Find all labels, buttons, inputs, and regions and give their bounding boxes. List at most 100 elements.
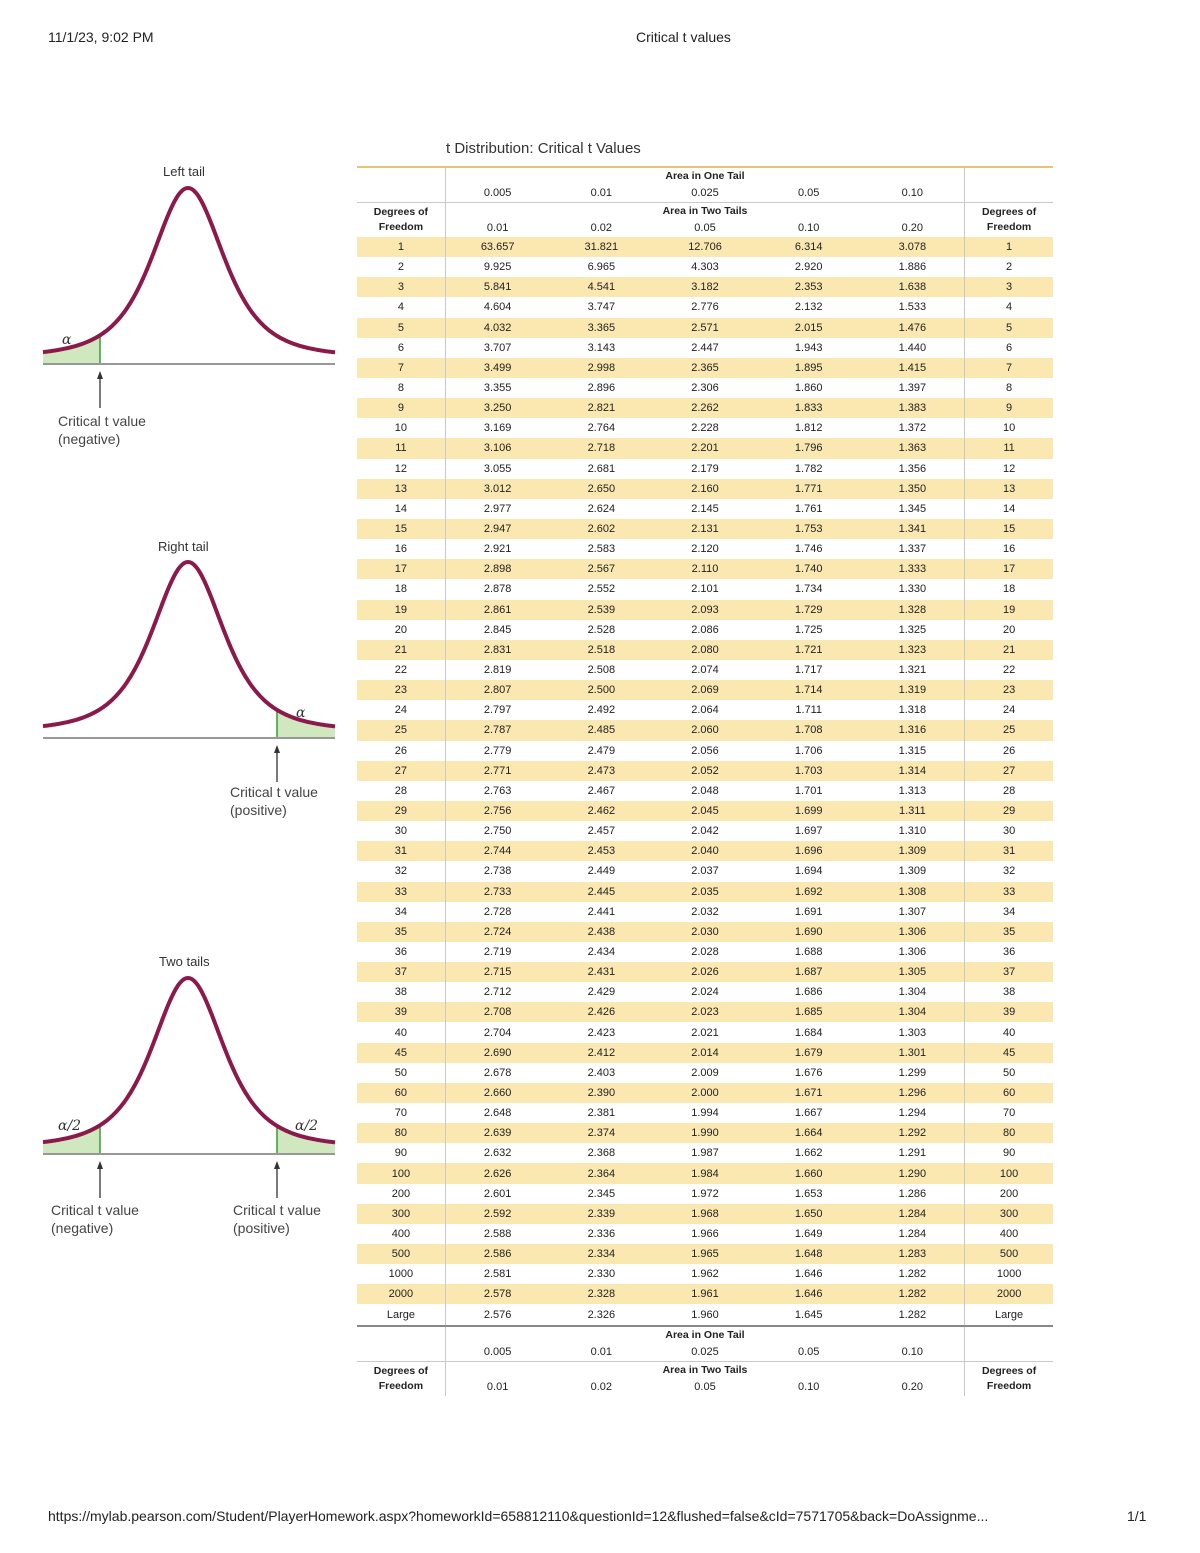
t-value: 2.040 — [653, 841, 757, 862]
df-cell: 6 — [964, 337, 1053, 358]
t-value: 2.602 — [549, 518, 654, 540]
df-cell: 13 — [357, 478, 446, 499]
t-value: 1.363 — [860, 438, 965, 459]
df-cell: 45 — [357, 1042, 446, 1063]
df-cell: 35 — [964, 921, 1053, 942]
t-value: 2.110 — [653, 559, 757, 580]
df-cell: 1 — [357, 237, 446, 258]
df-cell: 39 — [357, 1002, 446, 1023]
t-value: 1.533 — [898, 301, 927, 314]
t-value: 3.055 — [483, 462, 512, 475]
t-value: 1.684 — [794, 1026, 823, 1039]
t-value: 2.390 — [549, 1082, 654, 1104]
t-value: 2.678 — [483, 1066, 512, 1079]
t-value: 3.747 — [587, 301, 616, 314]
df-cell: 60 — [357, 1082, 446, 1104]
t-value: 1.304 — [860, 1002, 965, 1023]
df-cell: 3 — [964, 277, 1053, 298]
t-value: 1.315 — [898, 744, 927, 757]
t-value: 2.201 — [653, 438, 757, 459]
df-cell: 13 — [964, 478, 1053, 499]
df-cell: 7 — [964, 357, 1053, 378]
t-value: 4.032 — [445, 317, 550, 338]
df-cell: 33 — [964, 881, 1053, 902]
t-value: 2.426 — [549, 1002, 654, 1023]
t-value: 2.160 — [653, 478, 757, 499]
critical-value-caption: Critical t value (negative) — [58, 413, 146, 447]
t-value: 2.101 — [691, 583, 719, 596]
df-header: Degrees of Freedom — [964, 1360, 1053, 1396]
t-value: 2.445 — [549, 881, 654, 902]
t-value: 1.350 — [860, 478, 965, 499]
t-value: 2.583 — [587, 543, 616, 556]
one-tail-header: 0.005 — [483, 1345, 512, 1358]
table-row: 17 2.898 2.567 2.110 1.740 1.333 17 — [357, 559, 1053, 580]
table-row: 500 2.586 2.334 1.965 1.648 1.283 500 — [357, 1244, 1053, 1265]
t-value: 2.056 — [691, 744, 719, 757]
t-value: 2.998 — [549, 357, 654, 378]
t-value: 1.688 — [794, 945, 823, 958]
table-row: 32 2.738 2.449 2.037 1.694 1.309 32 — [357, 861, 1053, 882]
t-value: 2.819 — [483, 664, 512, 677]
t-value: 1.676 — [794, 1066, 823, 1079]
t-value: 3.143 — [587, 341, 616, 354]
arrow-icon-head — [97, 1161, 103, 1169]
t-value: 3.182 — [653, 277, 757, 298]
df-cell: 20 — [357, 619, 446, 640]
t-value: 1.325 — [898, 623, 927, 636]
print-datetime: 11/1/23, 9:02 PM — [48, 29, 154, 45]
df-cell: 20 — [964, 619, 1053, 640]
arrow-icon-head — [97, 371, 103, 379]
t-value: 3.169 — [483, 422, 512, 435]
t-value: 2.708 — [445, 1002, 550, 1023]
df-cell: 400 — [964, 1223, 1053, 1245]
df-cell: 5 — [964, 317, 1053, 338]
table-row: 36 2.719 2.434 2.028 1.688 1.306 36 — [357, 941, 1053, 963]
t-value: 2.345 — [587, 1187, 616, 1200]
df-cell: 10 — [964, 418, 1053, 439]
t-value: 1.283 — [860, 1244, 965, 1265]
df-cell: 1000 — [357, 1264, 446, 1285]
t-value: 1.649 — [794, 1227, 823, 1240]
t-value: 2.592 — [445, 1203, 550, 1224]
df-cell: 50 — [357, 1062, 446, 1083]
two-tail-header: 0.05 — [694, 1380, 716, 1393]
t-value: 2.336 — [587, 1227, 616, 1240]
table-row: 100 2.626 2.364 1.984 1.660 1.290 100 — [357, 1163, 1053, 1184]
t-value: 3.365 — [549, 317, 654, 338]
df-cell: 36 — [964, 941, 1053, 963]
t-value: 2.045 — [653, 800, 757, 822]
t-value: 3.012 — [445, 478, 550, 499]
table-row: 14 2.977 2.624 2.145 1.761 1.345 14 — [357, 498, 1053, 519]
t-value: 2.228 — [691, 422, 719, 435]
df-cell: 23 — [964, 680, 1053, 701]
table-row: 38 2.712 2.429 2.024 1.686 1.304 38 — [357, 982, 1053, 1003]
table-row: 300 2.592 2.339 1.968 1.650 1.284 300 — [357, 1203, 1053, 1224]
df-cell: 300 — [357, 1203, 446, 1224]
df-cell: 1 — [964, 237, 1053, 258]
t-value: 1.646 — [794, 1268, 823, 1281]
df-cell: Large — [357, 1304, 446, 1326]
df-cell: 16 — [357, 539, 446, 560]
t-value: 2.339 — [549, 1203, 654, 1224]
table-row: 23 2.807 2.500 2.069 1.714 1.319 23 — [357, 680, 1053, 701]
t-value: 2.750 — [483, 825, 512, 838]
df-cell: 40 — [964, 1022, 1053, 1043]
t-value: 2.131 — [653, 518, 757, 540]
df-cell: 32 — [964, 861, 1053, 882]
table-row: 2000 2.578 2.328 1.961 1.646 1.282 2000 — [357, 1284, 1053, 1305]
two-tail-header: 0.10 — [797, 222, 820, 234]
t-value: 1.323 — [860, 639, 965, 660]
t-value: 1.328 — [860, 599, 965, 620]
t-value: 1.415 — [860, 357, 965, 378]
df-cell: 80 — [357, 1123, 446, 1144]
table-row: 29 2.756 2.462 2.045 1.699 1.311 29 — [357, 800, 1053, 822]
t-value: 2.648 — [483, 1107, 512, 1120]
t-value: 1.696 — [756, 841, 861, 862]
t-value: 1.965 — [653, 1244, 757, 1265]
df-cell: 29 — [964, 800, 1053, 822]
table-row: 6 3.707 3.143 2.447 1.943 1.440 6 — [357, 337, 1053, 358]
t-value: 2.093 — [653, 599, 757, 620]
df-cell: 34 — [357, 901, 446, 922]
t-value: 1.337 — [898, 543, 927, 556]
